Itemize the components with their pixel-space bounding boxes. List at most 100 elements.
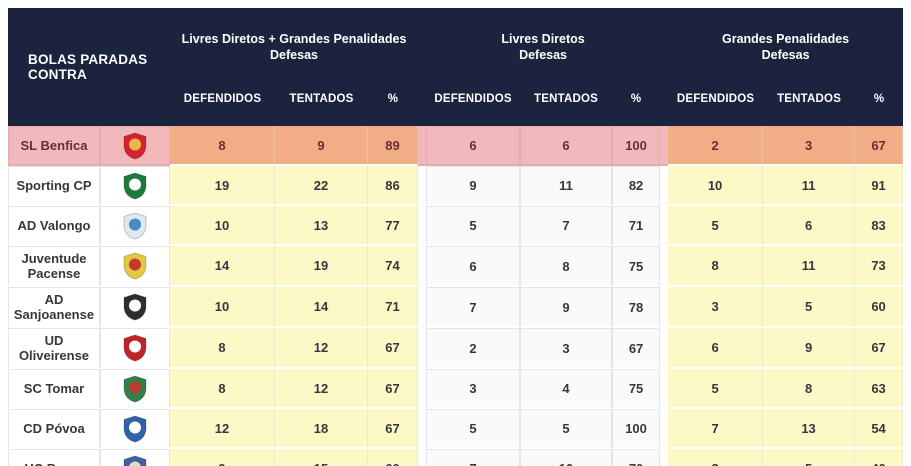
cell-ldgp-pct: 67 [368,328,419,369]
cell-gp-defendidos: 5 [668,369,764,409]
col-header-defendidos: DEFENDIDOS [668,78,764,126]
team-crest-icon [123,211,147,240]
header-separator [418,8,427,126]
col-header-tentados: TENTADOS [275,78,368,126]
cell-ldgp-defendidos: 8 [170,126,275,166]
group-header-gp: Grandes Penalidades Defesas [668,8,904,78]
team-crest-icon [123,414,147,443]
table-row[interactable]: AD Valongo 10 13 77 5 7 71 5 6 83 [8,206,904,246]
cell-ld-tentados: 7 [520,206,613,246]
cell-gp-defendidos: 7 [668,409,764,449]
team-name: CD Póvoa [8,409,100,449]
table-row[interactable]: CD Póvoa 12 18 67 5 5 100 7 13 54 [8,409,904,449]
column-gap [660,449,669,466]
group-title-line1: Livres Diretos + Grandes Penalidades [181,32,407,46]
col-header-defendidos: DEFENDIDOS [426,78,521,126]
team-crest-icon [123,171,147,200]
cell-gp-pct: 83 [855,206,904,246]
group-header-ld-gp: Livres Diretos + Grandes Penalidades Def… [170,8,419,78]
cell-ldgp-tentados: 22 [275,166,368,206]
team-name: HC Braga [8,449,100,466]
cell-ld-pct: 71 [612,206,661,246]
cell-ld-tentados: 5 [520,409,613,449]
cell-ldgp-tentados: 15 [275,449,368,466]
cell-ldgp-defendidos: 14 [170,246,275,287]
cell-ldgp-defendidos: 12 [170,409,275,449]
cell-ld-pct: 70 [612,449,661,466]
cell-ld-tentados: 9 [520,287,613,328]
cell-ldgp-tentados: 19 [275,246,368,287]
cell-ld-defendidos: 7 [426,287,521,328]
table-row[interactable]: HC Braga 9 15 60 7 10 70 2 5 40 [8,449,904,466]
team-name: UD Oliveirense [8,328,100,369]
group-title-line2: Defesas [270,48,318,62]
team-crest-icon [123,334,147,362]
cell-ld-pct: 78 [612,287,661,328]
cell-gp-tentados: 9 [763,328,856,369]
table-row[interactable]: SC Tomar 8 12 67 3 4 75 5 8 63 [8,369,904,409]
team-crest-icon [123,252,147,280]
cell-gp-defendidos: 2 [668,449,764,466]
cell-gp-pct: 40 [855,449,904,466]
cell-ld-tentados: 3 [520,328,613,369]
group-header-ld: Livres Diretos Defesas [426,8,661,78]
column-gap [418,246,427,287]
cell-ldgp-pct: 60 [368,449,419,466]
cell-gp-pct: 67 [855,328,904,369]
team-name: SC Tomar [8,369,100,409]
cell-gp-defendidos: 3 [668,287,764,328]
cell-ldgp-pct: 86 [368,166,419,206]
table-row[interactable]: UD Oliveirense 8 12 67 2 3 67 6 9 67 [8,328,904,369]
col-header-tentados: TENTADOS [763,78,856,126]
cell-gp-tentados: 11 [763,246,856,287]
cell-ld-pct: 100 [612,409,661,449]
cell-gp-tentados: 6 [763,206,856,246]
cell-gp-tentados: 5 [763,449,856,466]
column-gap [418,409,427,449]
cell-gp-defendidos: 2 [668,126,764,166]
group-title-line2: Defesas [761,48,810,62]
cell-ldgp-defendidos: 8 [170,328,275,369]
cell-ldgp-defendidos: 9 [170,449,275,466]
cell-ldgp-pct: 74 [368,246,419,287]
cell-ldgp-pct: 77 [368,206,419,246]
cell-gp-pct: 54 [855,409,904,449]
stats-table: BOLAS PARADAS CONTRA Livres Diretos + Gr… [8,8,904,466]
table-row[interactable]: SL Benfica 8 9 89 6 6 100 2 3 67 [8,126,904,166]
cell-ld-pct: 67 [612,328,661,369]
table-row[interactable]: AD Sanjoanense 10 14 71 7 9 78 3 5 60 [8,287,904,328]
cell-ldgp-defendidos: 10 [170,206,275,246]
cell-ld-defendidos: 9 [426,166,521,206]
cell-ld-defendidos: 6 [426,246,521,287]
cell-ldgp-pct: 89 [368,126,419,166]
col-header-tentados: TENTADOS [520,78,613,126]
team-crest [100,369,170,409]
cell-ldgp-tentados: 9 [275,126,368,166]
column-gap [418,328,427,369]
team-crest-icon [123,374,147,403]
group-title-line2: Defesas [519,48,568,62]
column-gap [418,126,427,166]
team-crest [100,449,170,466]
team-crest [100,166,170,206]
cell-ld-pct: 82 [612,166,661,206]
cell-ld-defendidos: 3 [426,369,521,409]
team-crest [100,126,170,166]
table-row[interactable]: Juventude Pacense 14 19 74 6 8 75 8 11 7… [8,246,904,287]
cell-ld-tentados: 6 [520,126,613,166]
column-gap [418,449,427,466]
cell-ld-defendidos: 7 [426,449,521,466]
cell-gp-defendidos: 10 [668,166,764,206]
cell-gp-tentados: 5 [763,287,856,328]
cell-ld-defendidos: 5 [426,409,521,449]
team-name: Sporting CP [8,166,100,206]
column-gap [660,409,669,449]
table-row[interactable]: Sporting CP 19 22 86 9 11 82 10 11 91 [8,166,904,206]
team-crest-icon [123,131,147,160]
column-gap [418,206,427,246]
column-gap [660,246,669,287]
cell-gp-pct: 63 [855,369,904,409]
cell-ld-tentados: 8 [520,246,613,287]
team-crest [100,409,170,449]
